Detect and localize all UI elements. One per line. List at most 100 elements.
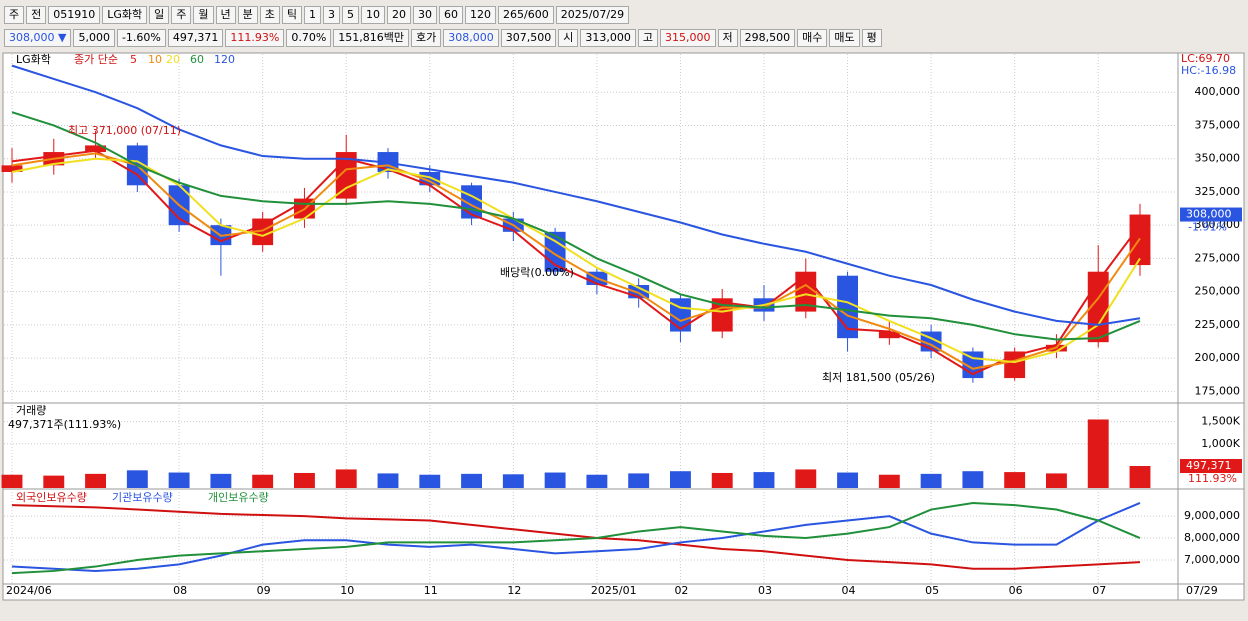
toolbar-item[interactable]: 매수 bbox=[797, 29, 828, 47]
candle-body bbox=[85, 145, 106, 153]
volume-bar bbox=[753, 472, 775, 488]
toolbar-item[interactable]: 전 bbox=[26, 6, 47, 24]
x-tick-label: 08 bbox=[173, 584, 187, 597]
annotation: 최고 371,000 (07/11) bbox=[68, 124, 181, 137]
toolbar-item[interactable]: 315,000 bbox=[660, 29, 716, 47]
x-tick-label: 03 bbox=[758, 584, 772, 597]
y-tick-label: 225,000 bbox=[1195, 318, 1241, 331]
toolbar-item[interactable]: 5 bbox=[342, 6, 360, 24]
toolbar-item[interactable]: 308,000 bbox=[443, 29, 499, 47]
quote-bar: 308,000 ▼ 5,000 -1.60% 497,371 111.93% 0.70% 1… bbox=[0, 28, 1248, 48]
volume-bar bbox=[544, 472, 566, 488]
toolbar-item[interactable]: 307,500 bbox=[500, 29, 557, 47]
x-tick-label: 09 bbox=[257, 584, 271, 597]
toolbar-item[interactable]: 497,371 bbox=[167, 29, 224, 47]
toolbar-item[interactable]: 평 bbox=[861, 29, 882, 47]
volume-bar bbox=[335, 469, 357, 488]
toolbar-item[interactable]: 313,000 bbox=[580, 29, 636, 47]
end-date: 07/29 bbox=[1186, 584, 1218, 597]
toolbar-item[interactable]: 120 bbox=[465, 6, 497, 24]
volume-bar bbox=[294, 472, 315, 488]
toolbar-item[interactable]: 년 bbox=[215, 6, 236, 24]
x-tick-label: 12 bbox=[507, 584, 521, 597]
volume-bar bbox=[377, 473, 399, 488]
y-tick-label: 9,000,000 bbox=[1184, 509, 1240, 522]
volume-bar bbox=[628, 473, 650, 488]
annotation: 최저 181,500 (05/26) bbox=[822, 371, 935, 384]
x-tick-label: 10 bbox=[340, 584, 354, 597]
annotation: 배당락(0.00%) bbox=[500, 266, 574, 279]
volume-info: 497,371주(111.93%) bbox=[8, 418, 121, 431]
legend-period: 120 bbox=[214, 53, 235, 66]
toolbar-item[interactable]: 일 bbox=[149, 6, 170, 24]
y-tick-label: 275,000 bbox=[1195, 251, 1241, 264]
lc: LC:69.70 bbox=[1181, 52, 1230, 65]
last-price-box bbox=[1180, 207, 1242, 222]
volume-title: 거래량 bbox=[16, 404, 46, 417]
y-tick-label: 250,000 bbox=[1195, 285, 1241, 298]
toolbar-item[interactable]: -1.60% bbox=[116, 29, 166, 47]
holding-legend: 개인보유수량 bbox=[208, 491, 269, 504]
toolbar-item[interactable]: 60 bbox=[439, 6, 464, 24]
toolbar: 주 전 051910 LG화학 일 주 월 년 분 초 틱 1 3 5 10 20 30 60 120 265/600… bbox=[0, 5, 1248, 25]
last-volume-box bbox=[1180, 459, 1242, 474]
hc: HC:-16.98 bbox=[1181, 64, 1236, 77]
y-tick-label: 375,000 bbox=[1195, 118, 1241, 131]
y-tick-label: 1,000K bbox=[1201, 437, 1240, 450]
toolbar-item[interactable]: 20 bbox=[387, 6, 412, 24]
toolbar-item[interactable]: 시 bbox=[558, 29, 579, 47]
toolbar-item[interactable]: 0.70% bbox=[286, 29, 332, 47]
toolbar-item[interactable]: 10 bbox=[361, 6, 386, 24]
x-tick-label: 2025/01 bbox=[591, 584, 637, 597]
holding-line bbox=[11, 501, 1141, 575]
toolbar-item[interactable]: 틱 bbox=[281, 6, 303, 24]
toolbar-item[interactable]: 저 bbox=[717, 29, 738, 47]
x-tick-label: 02 bbox=[674, 584, 688, 597]
toolbar-item[interactable]: 051910 bbox=[48, 6, 101, 24]
x-tick-label: 06 bbox=[1009, 584, 1023, 597]
last-volume: 497,371 bbox=[1186, 459, 1232, 472]
volume-bar bbox=[1046, 473, 1067, 488]
y-tick-label: 175,000 bbox=[1195, 384, 1241, 397]
candle-body bbox=[878, 331, 900, 339]
toolbar-item[interactable]: 분 bbox=[237, 6, 258, 24]
toolbar-item[interactable]: 5,000 bbox=[73, 29, 115, 47]
axis-area bbox=[1177, 52, 1245, 601]
toolbar-item[interactable]: 주 bbox=[4, 6, 25, 24]
volume-bar bbox=[1, 474, 23, 488]
toolbar-item[interactable]: 1 bbox=[304, 6, 322, 24]
toolbar-item[interactable]: 298,500 bbox=[739, 29, 796, 47]
moving-average bbox=[11, 111, 1141, 341]
toolbar-item[interactable]: LG화학 bbox=[102, 6, 148, 24]
candle-body bbox=[252, 218, 274, 246]
x-tick-label: 2024/06 bbox=[6, 584, 52, 597]
y-tick-label: 325,000 bbox=[1195, 185, 1241, 198]
volume-bar bbox=[85, 473, 106, 488]
toolbar-item[interactable]: 매도 bbox=[829, 29, 860, 47]
toolbar-item[interactable]: 111.93% bbox=[225, 29, 285, 47]
volume-bar bbox=[43, 475, 65, 488]
toolbar-item[interactable]: 호가 bbox=[411, 29, 442, 47]
toolbar-item[interactable]: 30 bbox=[413, 6, 438, 24]
toolbar-item[interactable]: 주 bbox=[171, 6, 192, 24]
x-tick-label: 11 bbox=[424, 584, 438, 597]
toolbar-item[interactable]: 월 bbox=[193, 6, 214, 24]
volume-bar bbox=[837, 472, 858, 488]
toolbar-item[interactable]: 265/600 bbox=[498, 6, 554, 24]
toolbar-item[interactable]: 3 bbox=[323, 6, 341, 24]
legend-period: 5 bbox=[130, 53, 137, 66]
volume-bar bbox=[670, 471, 691, 488]
candle-body bbox=[1, 165, 23, 172]
moving-average bbox=[11, 152, 1141, 370]
toolbar-item[interactable]: 고 bbox=[637, 29, 659, 47]
volume-bar bbox=[878, 474, 900, 488]
volume-bar bbox=[419, 474, 441, 488]
toolbar-item[interactable]: 151,816백만 bbox=[333, 29, 410, 47]
toolbar-item[interactable]: 2025/07/29 bbox=[555, 6, 630, 24]
toolbar-item[interactable]: 초 bbox=[259, 6, 280, 24]
x-tick-label: 05 bbox=[925, 584, 939, 597]
moving-average bbox=[11, 149, 1141, 376]
volume-bar bbox=[920, 473, 942, 488]
toolbar-item[interactable]: 308,000 ▼ bbox=[4, 29, 72, 47]
volume-bar bbox=[962, 471, 984, 488]
